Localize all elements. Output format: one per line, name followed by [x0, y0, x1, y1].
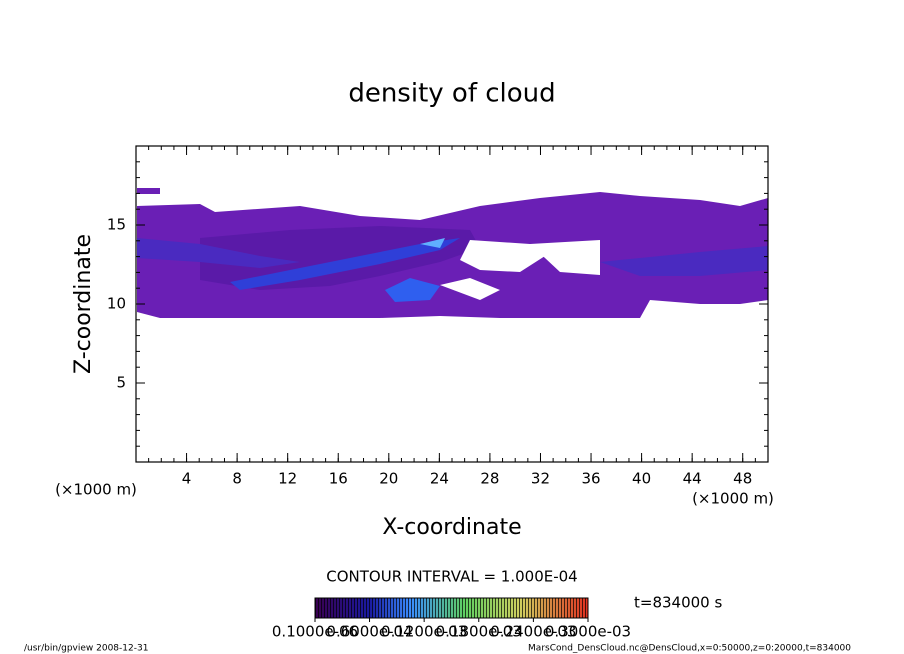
cloud-core [420, 238, 445, 248]
y-axis-label: Z-coordinate [71, 234, 96, 374]
y-tick-label: 15 [107, 216, 126, 234]
x-tick-label: 48 [733, 470, 752, 488]
x-tick-label: 16 [329, 470, 348, 488]
x-tick-label: 8 [232, 470, 242, 488]
chart-title: density of cloud [348, 79, 555, 109]
cloud-field [137, 188, 768, 318]
cloud-gap [460, 240, 600, 275]
colorbar-tick-label: 0.1800e-03 [436, 623, 522, 641]
contour-interval: CONTOUR INTERVAL = 1.000E-04 [326, 568, 577, 586]
cloud-core [230, 238, 460, 290]
x-tick-label: 20 [379, 470, 398, 488]
cloud-gap [440, 278, 500, 300]
cloud-core [385, 278, 440, 302]
x-tick-label: 12 [278, 470, 297, 488]
x-unit: (×1000 m) [692, 490, 774, 508]
y-tick-label: 10 [107, 295, 126, 313]
colorbar-tick-label: 0.3000e-03 [545, 623, 631, 641]
footer-left: /usr/bin/gpview 2008-12-31 [24, 644, 148, 654]
time-label: t=834000 s [634, 594, 722, 612]
x-tick-label: 40 [632, 470, 651, 488]
cloud-core [600, 246, 768, 276]
colorbar-tick-label: 0.1200e-03 [381, 623, 467, 641]
colorbar-tick-label: 0.2400e-03 [490, 623, 576, 641]
x-tick-label: 36 [581, 470, 600, 488]
x-tick-label: 44 [683, 470, 702, 488]
y-tick-label: 5 [116, 374, 126, 392]
cloud-region [137, 188, 160, 194]
colorbar-stripes [314, 597, 589, 619]
x-tick-label: 24 [430, 470, 449, 488]
y-unit: (×1000 m) [55, 481, 137, 499]
cloud-core [137, 238, 300, 268]
x-tick-label: 4 [182, 470, 192, 488]
colorbar-tick-label: 0.6000e-04 [326, 623, 412, 641]
x-axis-label: X-coordinate [382, 515, 521, 540]
footer-right: MarsCond_DensCloud.nc@DensCloud,x=0:5000… [528, 644, 851, 654]
x-tick-label: 28 [480, 470, 499, 488]
x-tick-label: 32 [531, 470, 550, 488]
colorbar-tick-label: 0.1000e-06 [272, 623, 358, 641]
